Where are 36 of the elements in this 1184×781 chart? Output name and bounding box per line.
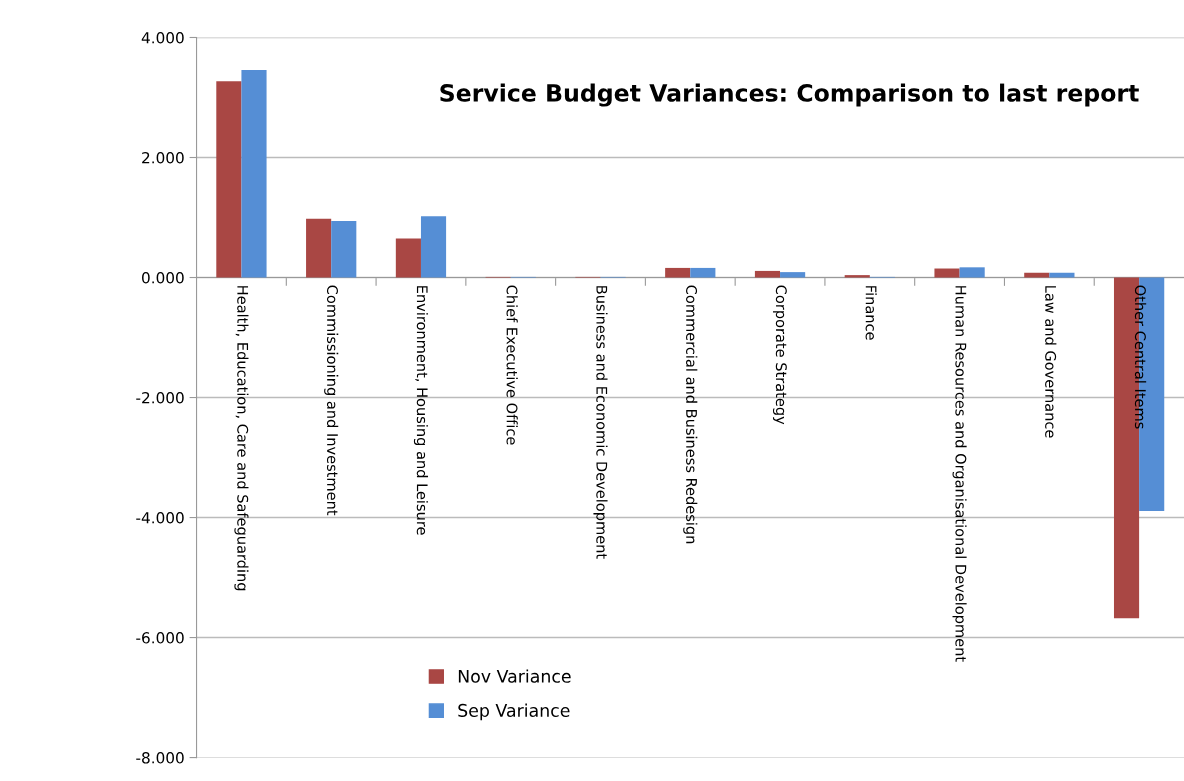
y-tick-label: -2.000 — [136, 391, 184, 404]
bar — [780, 272, 806, 278]
x-tick-label: Chief Executive Office — [506, 285, 518, 445]
x-tick-label: Finance — [865, 286, 877, 340]
bar — [1049, 272, 1075, 278]
y-tick-label: 4.000 — [141, 31, 184, 44]
bar — [395, 238, 421, 278]
x-tick-label: Law and Governance — [1045, 286, 1057, 438]
bar — [844, 275, 870, 278]
y-tick-label: 0.000 — [142, 271, 184, 284]
bar — [216, 81, 242, 278]
bar — [420, 216, 447, 278]
bar — [331, 221, 357, 278]
x-tick-label: Commercial and Business Redesign — [683, 285, 698, 544]
x-tick-label: Human Resources and Organisational Development — [952, 286, 967, 662]
legend-label: Sep Variance — [458, 703, 570, 721]
y-tick-label: -8.000 — [136, 752, 184, 764]
x-tick-label: Environment, Housing and Leisure — [413, 286, 429, 535]
bar — [665, 267, 691, 278]
text: Service Budget Variances: Comparison to last report — [440, 83, 1139, 107]
bar — [959, 267, 985, 278]
bar — [1024, 272, 1050, 278]
y-tick-label: -4.000 — [136, 512, 184, 524]
bar — [754, 270, 781, 278]
bar — [690, 267, 716, 278]
y-tick-label: -6.000 — [136, 632, 184, 644]
y-tick-label: 2.000 — [142, 151, 184, 164]
legend-label: Nov Variance — [458, 669, 571, 683]
x-tick-label: Commissioning and Investment — [324, 285, 339, 516]
bar — [241, 69, 267, 278]
x-tick-label: Health, Education, Care and Safeguarding — [234, 286, 249, 591]
bar — [934, 268, 960, 278]
x-tick-label: Business and Economic Development — [593, 286, 608, 559]
x-tick-label: Corporate Strategy — [772, 285, 787, 425]
x-tick-label: Other Central Items — [1134, 285, 1147, 429]
bar — [306, 218, 332, 278]
